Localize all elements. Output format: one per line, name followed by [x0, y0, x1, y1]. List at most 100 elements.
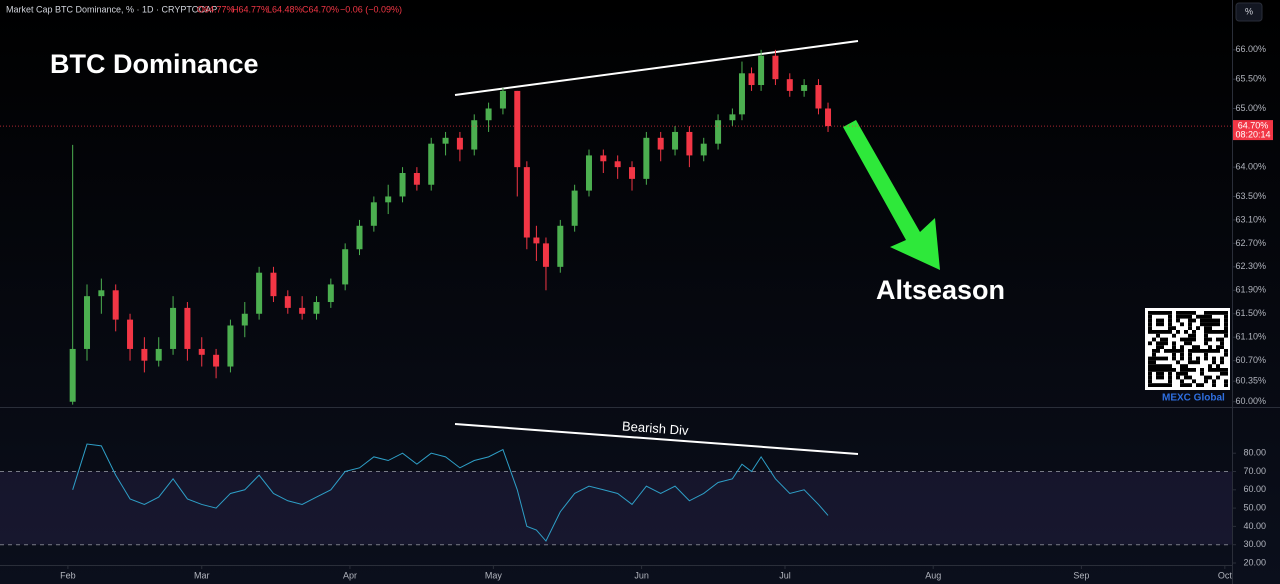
qr-cell [1148, 330, 1152, 334]
y-tick-label: 64.00% [1235, 162, 1266, 172]
qr-cell [1172, 356, 1176, 361]
qr-cell [1196, 349, 1200, 353]
candle-body [284, 296, 291, 308]
qr-cell [1180, 352, 1184, 357]
candle-body [485, 108, 492, 121]
qr-cell [1148, 360, 1152, 365]
qr-cell [1164, 311, 1168, 315]
qr-cell [1180, 337, 1184, 342]
qr-cell [1148, 375, 1152, 380]
qr-cell [1192, 345, 1196, 349]
qr-cell [1148, 314, 1152, 319]
arrow [843, 120, 940, 270]
qr-cell [1160, 345, 1164, 349]
qr-cell [1200, 318, 1204, 323]
qr-cell [1196, 383, 1200, 387]
header-change: −0.06 (−0.09%) [340, 4, 402, 14]
qr-cell [1224, 314, 1228, 319]
candle-body [748, 73, 755, 86]
qr-cell [1224, 318, 1228, 323]
candle-body [542, 243, 549, 267]
x-tick-label: Apr [343, 570, 357, 580]
candle-body [533, 237, 540, 244]
qr-cell [1224, 368, 1228, 372]
candle-body [738, 73, 745, 115]
y-tick-label: 62.30% [1235, 261, 1266, 271]
candle-body [399, 173, 406, 197]
qr-cell [1192, 318, 1196, 323]
qr-cell [1180, 379, 1184, 384]
qr-cell [1224, 352, 1228, 357]
qr-cell [1212, 349, 1216, 353]
qr-cell [1204, 375, 1208, 380]
candle-body [112, 290, 119, 320]
qr-cell [1168, 349, 1172, 353]
y-tick-label: 63.10% [1235, 214, 1266, 224]
qr-cell [1156, 349, 1160, 353]
qr-cell [1164, 383, 1168, 387]
trend-line [454, 40, 859, 96]
qr-cell [1204, 341, 1208, 346]
qr-cell [1152, 337, 1156, 342]
rsi-line [72, 443, 829, 542]
qr-cell [1156, 345, 1160, 349]
candle-body [299, 307, 306, 314]
qr-cell [1204, 352, 1208, 357]
y-tick-label: 60.35% [1235, 376, 1266, 386]
qr-cell [1184, 311, 1188, 315]
qr-cell [1156, 333, 1160, 338]
candle-body [370, 202, 377, 226]
qr-cell [1164, 341, 1168, 346]
scale-button[interactable] [1235, 2, 1263, 22]
qr-cell [1152, 368, 1156, 372]
qr-cell [1160, 356, 1164, 361]
qr-cell [1172, 368, 1176, 372]
header-high: H64.77% [232, 4, 269, 14]
qr-cell [1160, 330, 1164, 334]
qr-cell [1156, 383, 1160, 387]
qr-cell [1188, 326, 1192, 330]
candle-body [270, 272, 277, 297]
candle-body [758, 55, 765, 86]
qr-cell [1188, 322, 1192, 327]
qr-cell [1188, 352, 1192, 357]
qr-cell [1164, 349, 1168, 353]
qr-cell [1156, 368, 1160, 372]
candle-body [514, 90, 521, 168]
qr-cell [1216, 368, 1220, 372]
qr-cell [1212, 360, 1216, 365]
trend-line [454, 423, 859, 455]
qr-cell [1208, 349, 1212, 353]
qr-cell [1196, 356, 1200, 361]
candle-body [786, 79, 793, 91]
qr-cell [1152, 311, 1156, 315]
candle-body [614, 161, 621, 168]
qr-cell [1192, 337, 1196, 342]
candle-body [772, 55, 779, 80]
qr-cell [1216, 337, 1220, 342]
qr-cell [1168, 330, 1172, 334]
qr-cell [1188, 349, 1192, 353]
x-tick-label: Oct [1218, 570, 1233, 580]
qr-cell [1164, 330, 1168, 334]
qr-cell [1188, 360, 1192, 365]
x-tick-label: Feb [60, 570, 76, 580]
candle-body [327, 284, 334, 303]
qr-cell [1208, 318, 1212, 323]
qr-cell [1216, 330, 1220, 334]
qr-cell [1216, 349, 1220, 353]
qr-cell [1164, 368, 1168, 372]
qr-cell [1208, 330, 1212, 334]
qr-cell [1224, 371, 1228, 376]
qr-cell [1148, 341, 1152, 346]
qr-cell [1204, 318, 1208, 323]
target-annotation: Altseason [876, 275, 1005, 305]
qr-cell [1216, 318, 1220, 323]
scale-button-label[interactable]: % [1245, 6, 1253, 16]
qr-cell [1172, 352, 1176, 357]
qr-cell [1180, 364, 1184, 368]
qr-cell [1192, 349, 1196, 353]
candle-body [356, 225, 363, 250]
qr-cell [1220, 368, 1224, 372]
